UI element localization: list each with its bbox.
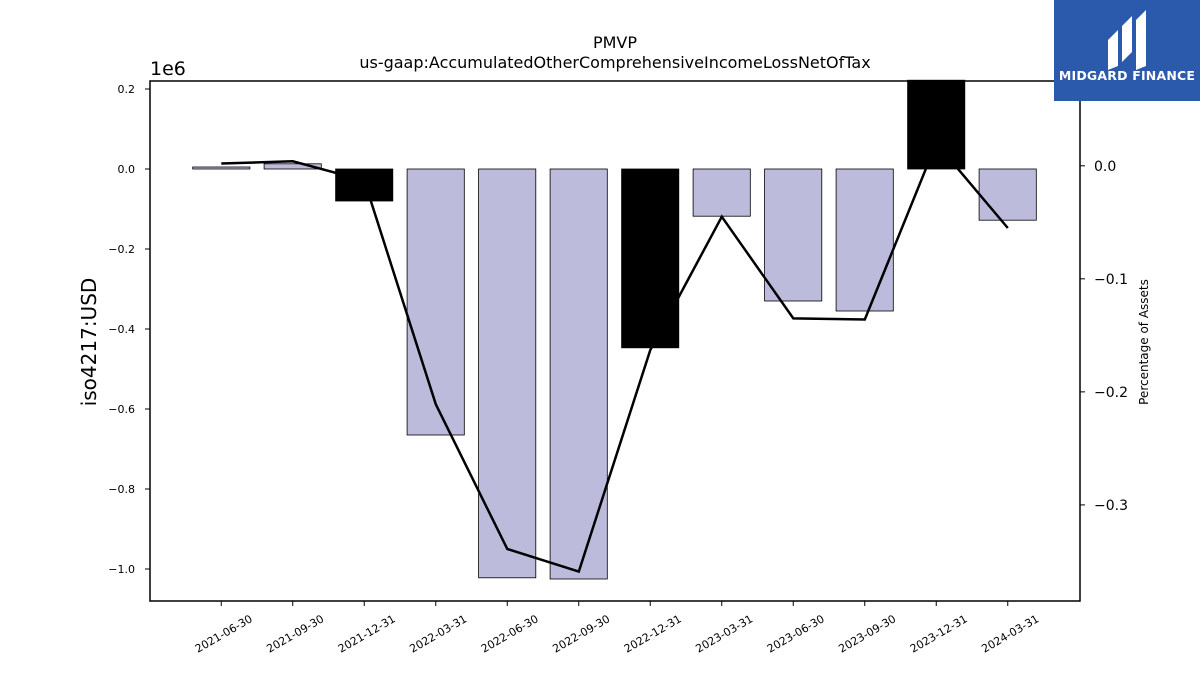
y-tick-label: −0.6 [108, 403, 135, 416]
bar [978, 168, 1037, 221]
x-tick-label: 2022-06-30 [479, 612, 541, 655]
chart-title: PMVP [593, 33, 637, 52]
bar [835, 168, 894, 312]
y-axis-label: iso4217:USD [77, 278, 101, 407]
bar [192, 166, 251, 170]
x-tick-label: 2021-06-30 [193, 612, 255, 655]
x-tick-label: 2023-03-31 [693, 612, 755, 655]
y-offset-label: 1e6 [150, 58, 186, 80]
y2-tick-label: −0.1 [1094, 272, 1128, 288]
bar [549, 168, 608, 580]
bar [621, 168, 680, 349]
line-layer [221, 140, 1009, 574]
bars-layer [192, 79, 1037, 580]
x-tick-label: 2024-03-31 [979, 612, 1041, 655]
x-tick-label: 2021-09-30 [264, 612, 326, 655]
bar [692, 168, 751, 217]
y-tick-label: −0.8 [108, 483, 135, 496]
y-tick-label: −0.2 [108, 243, 135, 256]
y-tick-label: 0.2 [118, 83, 136, 96]
y-tick-label: −0.4 [108, 323, 135, 336]
x-tick-label: 2021-12-31 [336, 612, 398, 655]
axes-layer: 0.2 0.0 −0.2 −0.4 −0.6 −0.8 −1.0 0.0 −0.1 −0.2 −0.… [108, 80, 1128, 656]
y2-tick-label: 0.0 [1094, 159, 1116, 175]
x-tick-label: 2022-03-31 [407, 612, 469, 655]
midgard-finance-logo: MIDGARD FINANCE [1054, 0, 1200, 101]
series-line-percentage-of-assets [221, 140, 1009, 574]
y2-axis-label: Percentage of Assets [1137, 279, 1151, 405]
bar [764, 168, 823, 302]
x-tick-label: 2023-12-31 [908, 612, 970, 655]
bar [907, 79, 966, 170]
bar [263, 163, 322, 170]
x-tick-label: 2022-12-31 [622, 612, 684, 655]
logo-text: MIDGARD FINANCE [1058, 68, 1196, 83]
y-tick-label: −1.0 [108, 563, 135, 576]
x-tick-label: 2023-09-30 [836, 612, 898, 655]
bar [335, 168, 394, 202]
bar [406, 168, 465, 436]
y2-tick-label: −0.3 [1094, 498, 1128, 514]
x-tick-label: 2022-09-30 [550, 612, 612, 655]
y2-tick-label: −0.2 [1094, 385, 1128, 401]
chart-subtitle: us-gaap:AccumulatedOtherComprehensiveInc… [359, 53, 870, 72]
x-tick-label: 2023-06-30 [765, 612, 827, 655]
plot-frame [149, 80, 1081, 602]
logo-mark-icon [1108, 10, 1146, 70]
bar [478, 168, 537, 579]
y-tick-label: 0.0 [118, 163, 136, 176]
